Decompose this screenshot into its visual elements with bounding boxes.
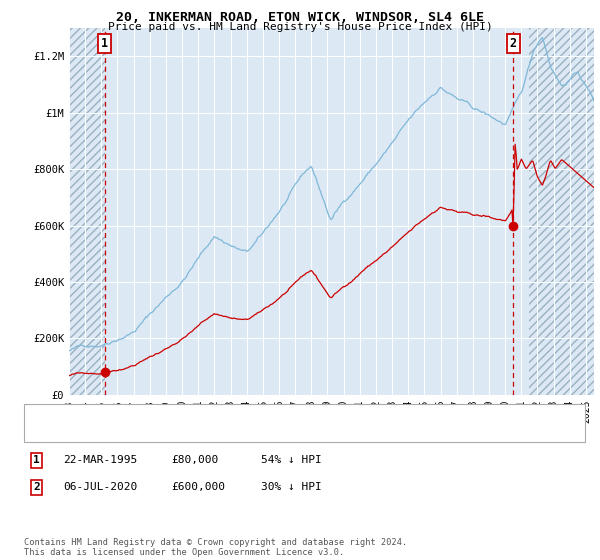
Text: £80,000: £80,000	[171, 455, 218, 465]
Text: 2: 2	[33, 482, 40, 492]
Bar	[69, 28, 105, 395]
Text: 2: 2	[509, 37, 517, 50]
Text: 06-JUL-2020: 06-JUL-2020	[63, 482, 137, 492]
Text: 54% ↓ HPI: 54% ↓ HPI	[261, 455, 322, 465]
Text: 20, INKERMAN ROAD, ETON WICK, WINDSOR, SL4 6LE: 20, INKERMAN ROAD, ETON WICK, WINDSOR, S…	[116, 11, 484, 24]
Text: Price paid vs. HM Land Registry's House Price Index (HPI): Price paid vs. HM Land Registry's House …	[107, 22, 493, 32]
Bar	[529, 28, 594, 395]
Text: 30% ↓ HPI: 30% ↓ HPI	[261, 482, 322, 492]
Text: 22-MAR-1995: 22-MAR-1995	[63, 455, 137, 465]
Text: Contains HM Land Registry data © Crown copyright and database right 2024.
This d: Contains HM Land Registry data © Crown c…	[24, 538, 407, 557]
Text: HPI: Average price, detached house, Windsor and Maidenhead: HPI: Average price, detached house, Wind…	[71, 428, 419, 438]
Text: 20, INKERMAN ROAD, ETON WICK,  WINDSOR, SL4 6LE (detached house): 20, INKERMAN ROAD, ETON WICK, WINDSOR, S…	[71, 410, 455, 420]
Text: 1: 1	[101, 37, 109, 50]
Text: 1: 1	[33, 455, 40, 465]
Text: £600,000: £600,000	[171, 482, 225, 492]
